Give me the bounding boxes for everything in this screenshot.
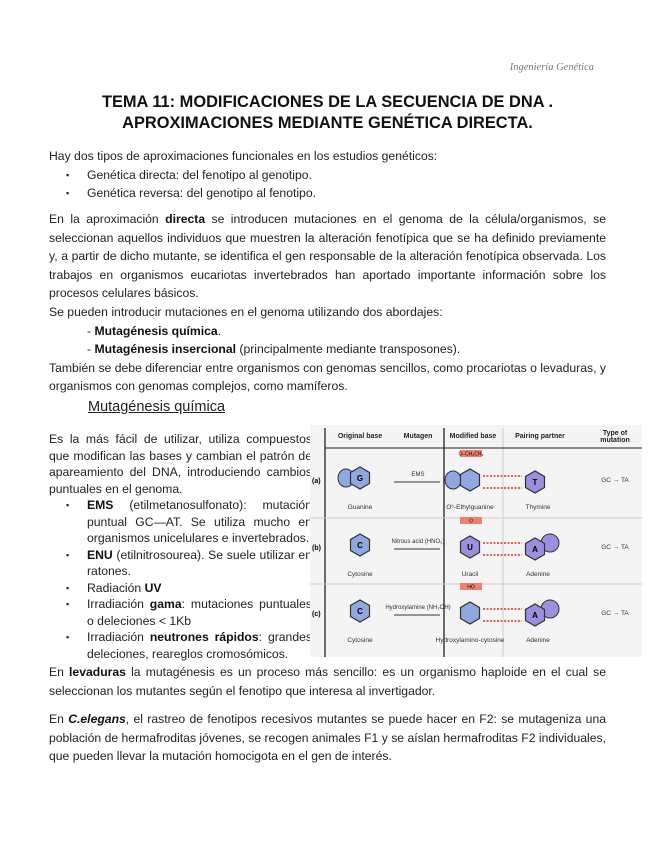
list-item: ENU (etilnitrosourea). Se suele utilizar… [49,547,312,580]
row-label: (c) [312,611,321,618]
page-title: TEMA 11: MODIFICACIONES DE LA SECUENCIA … [49,92,606,134]
modification-label: O–CH₂CH₃ [458,452,483,458]
base-name: Hydroxylamino-cytosine [436,637,505,644]
bold-text: ENU [87,547,113,562]
text: En [49,712,69,726]
modification-label: O [469,519,473,525]
mutagen-figure: Original base Mutagen Modified base Pair… [310,425,642,657]
paragraph-celegans: En C.elegans, el rastreo de fenotipos re… [49,710,606,766]
bold-text: EMS [87,498,114,512]
col-header: Type of mutation [600,430,630,444]
title-line: TEMA 11: MODIFICACIONES DE LA SECUENCIA … [101,93,554,111]
base-hexagon [349,599,371,623]
mutation-type: GC → TA [601,610,629,617]
text: . [217,323,222,338]
running-header: Ingeniería Genética [509,62,594,73]
text: (etilmetanosulfonato): mutación puntual … [87,498,312,545]
text: En la aproximación [49,212,166,226]
partner-hexagon [524,603,546,627]
base-name: Guanine [348,504,373,511]
mutagen-name: Nitrous acid (HNO₂) [391,539,444,545]
base-name: Adenine [526,637,550,644]
base-name: Uracil [462,571,479,578]
five-ring [444,470,462,490]
bold-text: C.elegans [68,712,126,726]
list-item: Irradiación neutrones rápidos: grandes d… [49,629,312,662]
paragraph-levaduras: En levaduras la mutagénesis es un proces… [49,663,606,700]
text: También se debe diferenciar entre organi… [49,360,606,394]
base-letter: C [357,541,363,550]
text: Irradiación [87,597,150,611]
base-name: O⁶-Ethylguanine [446,504,494,511]
title-line: APROXIMACIONES MEDIANTE GENÉTICA DIRECTA… [122,114,533,132]
list-item: Genética reversa: del genotipo al fenoti… [49,184,606,203]
list-item: - Mutagénesis química. [87,323,222,338]
text: , el rastreo de fenotipos recesivos muta… [49,712,607,764]
col-header: Original base [338,433,382,440]
col-header: Modified base [450,433,497,440]
base-letter: G [357,474,363,483]
list-item: EMS (etilmetanosulfonato): mutación punt… [49,497,312,547]
base-hexagon [349,466,371,490]
modified-hexagon [459,535,481,559]
paragraph-directa: En la aproximación directa se introducen… [49,210,606,303]
text: : grandes deleciones, reareglos cromosóm… [87,630,312,661]
mutation-type: GC → TA [601,477,629,484]
list-item: Radiación UV [49,580,312,597]
bold-text: Mutagénesis insercional [94,342,237,357]
modification-tag [460,450,482,457]
list-item: Irradiación gama: mutaciones puntuales o… [49,596,312,629]
modification-tag [460,517,482,524]
text: : mutaciones puntuales o deleciones < 1K… [87,597,312,628]
base-letter: T [533,478,538,487]
bold-text: UV [144,580,162,595]
intro-text: Hay dos tipos de aproximaciones funciona… [49,149,438,163]
partner-hexagon [524,537,546,561]
base-hexagon [349,533,371,557]
paragraph-abordajes: Se pueden introducir mutaciones en el ge… [49,303,606,396]
modification-label: HO [467,585,475,591]
bold-text: Mutagénesis química [94,323,218,338]
base-name: Thymine [526,504,551,511]
base-letter: U [467,543,473,552]
base-letter: A [532,611,538,620]
text: Radiación [87,580,145,595]
partner-hexagon [524,470,546,494]
chem-column: Es la más fácil de utilizar, utiliza com… [49,431,312,662]
col-header: Mutagen [404,433,433,440]
text: Es la más fácil de utilizar, utiliza com… [49,432,312,496]
mutation-type: GC → TA [601,544,629,551]
text: Irradiación [87,630,150,644]
base-letter: A [532,545,538,554]
list-item: Genética directa: del fenotipo al genoti… [49,166,606,185]
text: la mutagénesis es un proceso más sencill… [49,665,606,698]
text: (principalmente mediante transposones). [236,342,461,357]
row-label: (b) [312,545,321,552]
base-name: Cytosine [347,637,373,644]
section-heading: Mutagénesis química [88,399,226,415]
bold-text: levaduras [69,665,126,679]
mutagen-name: Hydroxylamine (NH₂OH) [385,605,450,611]
list-item: - Mutagénesis insercional (principalment… [87,342,461,357]
modification-tag [460,583,482,590]
col-header: Pairing partner [515,433,565,440]
base-letter: C [357,607,363,616]
mutagen-name: EMS [411,472,424,478]
base-name: Cytosine [347,571,373,578]
bold-text: directa [165,212,206,226]
bold-text: gama [149,597,182,611]
modified-hexagon [459,601,481,625]
modified-hexagon [459,468,481,492]
row-label: (a) [312,478,321,485]
text: se introducen mutaciones en el genoma de… [49,212,606,301]
intro: Hay dos tipos de aproximaciones funciona… [49,147,606,203]
base-name: Adenine [526,571,550,578]
text: En [49,665,70,679]
bold-text: neutrones rápidos [149,630,259,644]
text: Se pueden introducir mutaciones en el ge… [49,305,443,319]
text: (etilnitrosourea). Se suele utilizar en … [87,547,312,579]
